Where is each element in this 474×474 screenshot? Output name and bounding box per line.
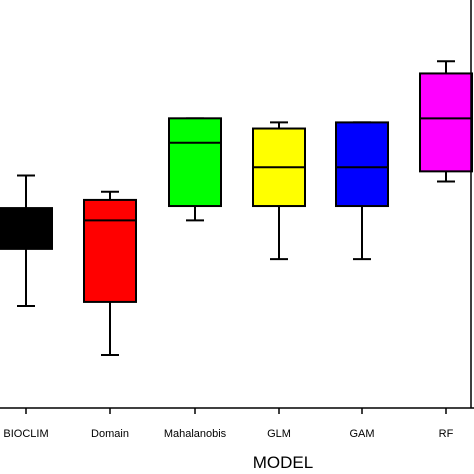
x-axis-title: MODEL [253,453,313,472]
box-group-mahalanobis [168,117,222,222]
x-tick-label-glm: GLM [267,428,291,440]
box-domain [83,198,137,303]
x-tick-label-domain: Domain [91,428,129,440]
box-rf [419,72,473,173]
box-group-bioclim [0,174,53,307]
box-group-domain [83,190,137,356]
box-group-glm [252,121,306,261]
box-gam [335,121,389,208]
box-group-rf [419,60,473,183]
x-ticks-layer: BIOCLIM Domain Mahalanobis GLM GAM RF [3,408,454,440]
x-tick-label-mahalanobis: Mahalanobis [164,428,227,440]
box-group-gam [335,121,389,261]
boxes-layer [0,60,473,356]
x-tick-label-bioclim: BIOCLIM [3,428,48,440]
box-mahalanobis [168,117,222,208]
x-tick-label-rf: RF [439,428,454,440]
x-tick-label-gam: GAM [349,428,374,440]
